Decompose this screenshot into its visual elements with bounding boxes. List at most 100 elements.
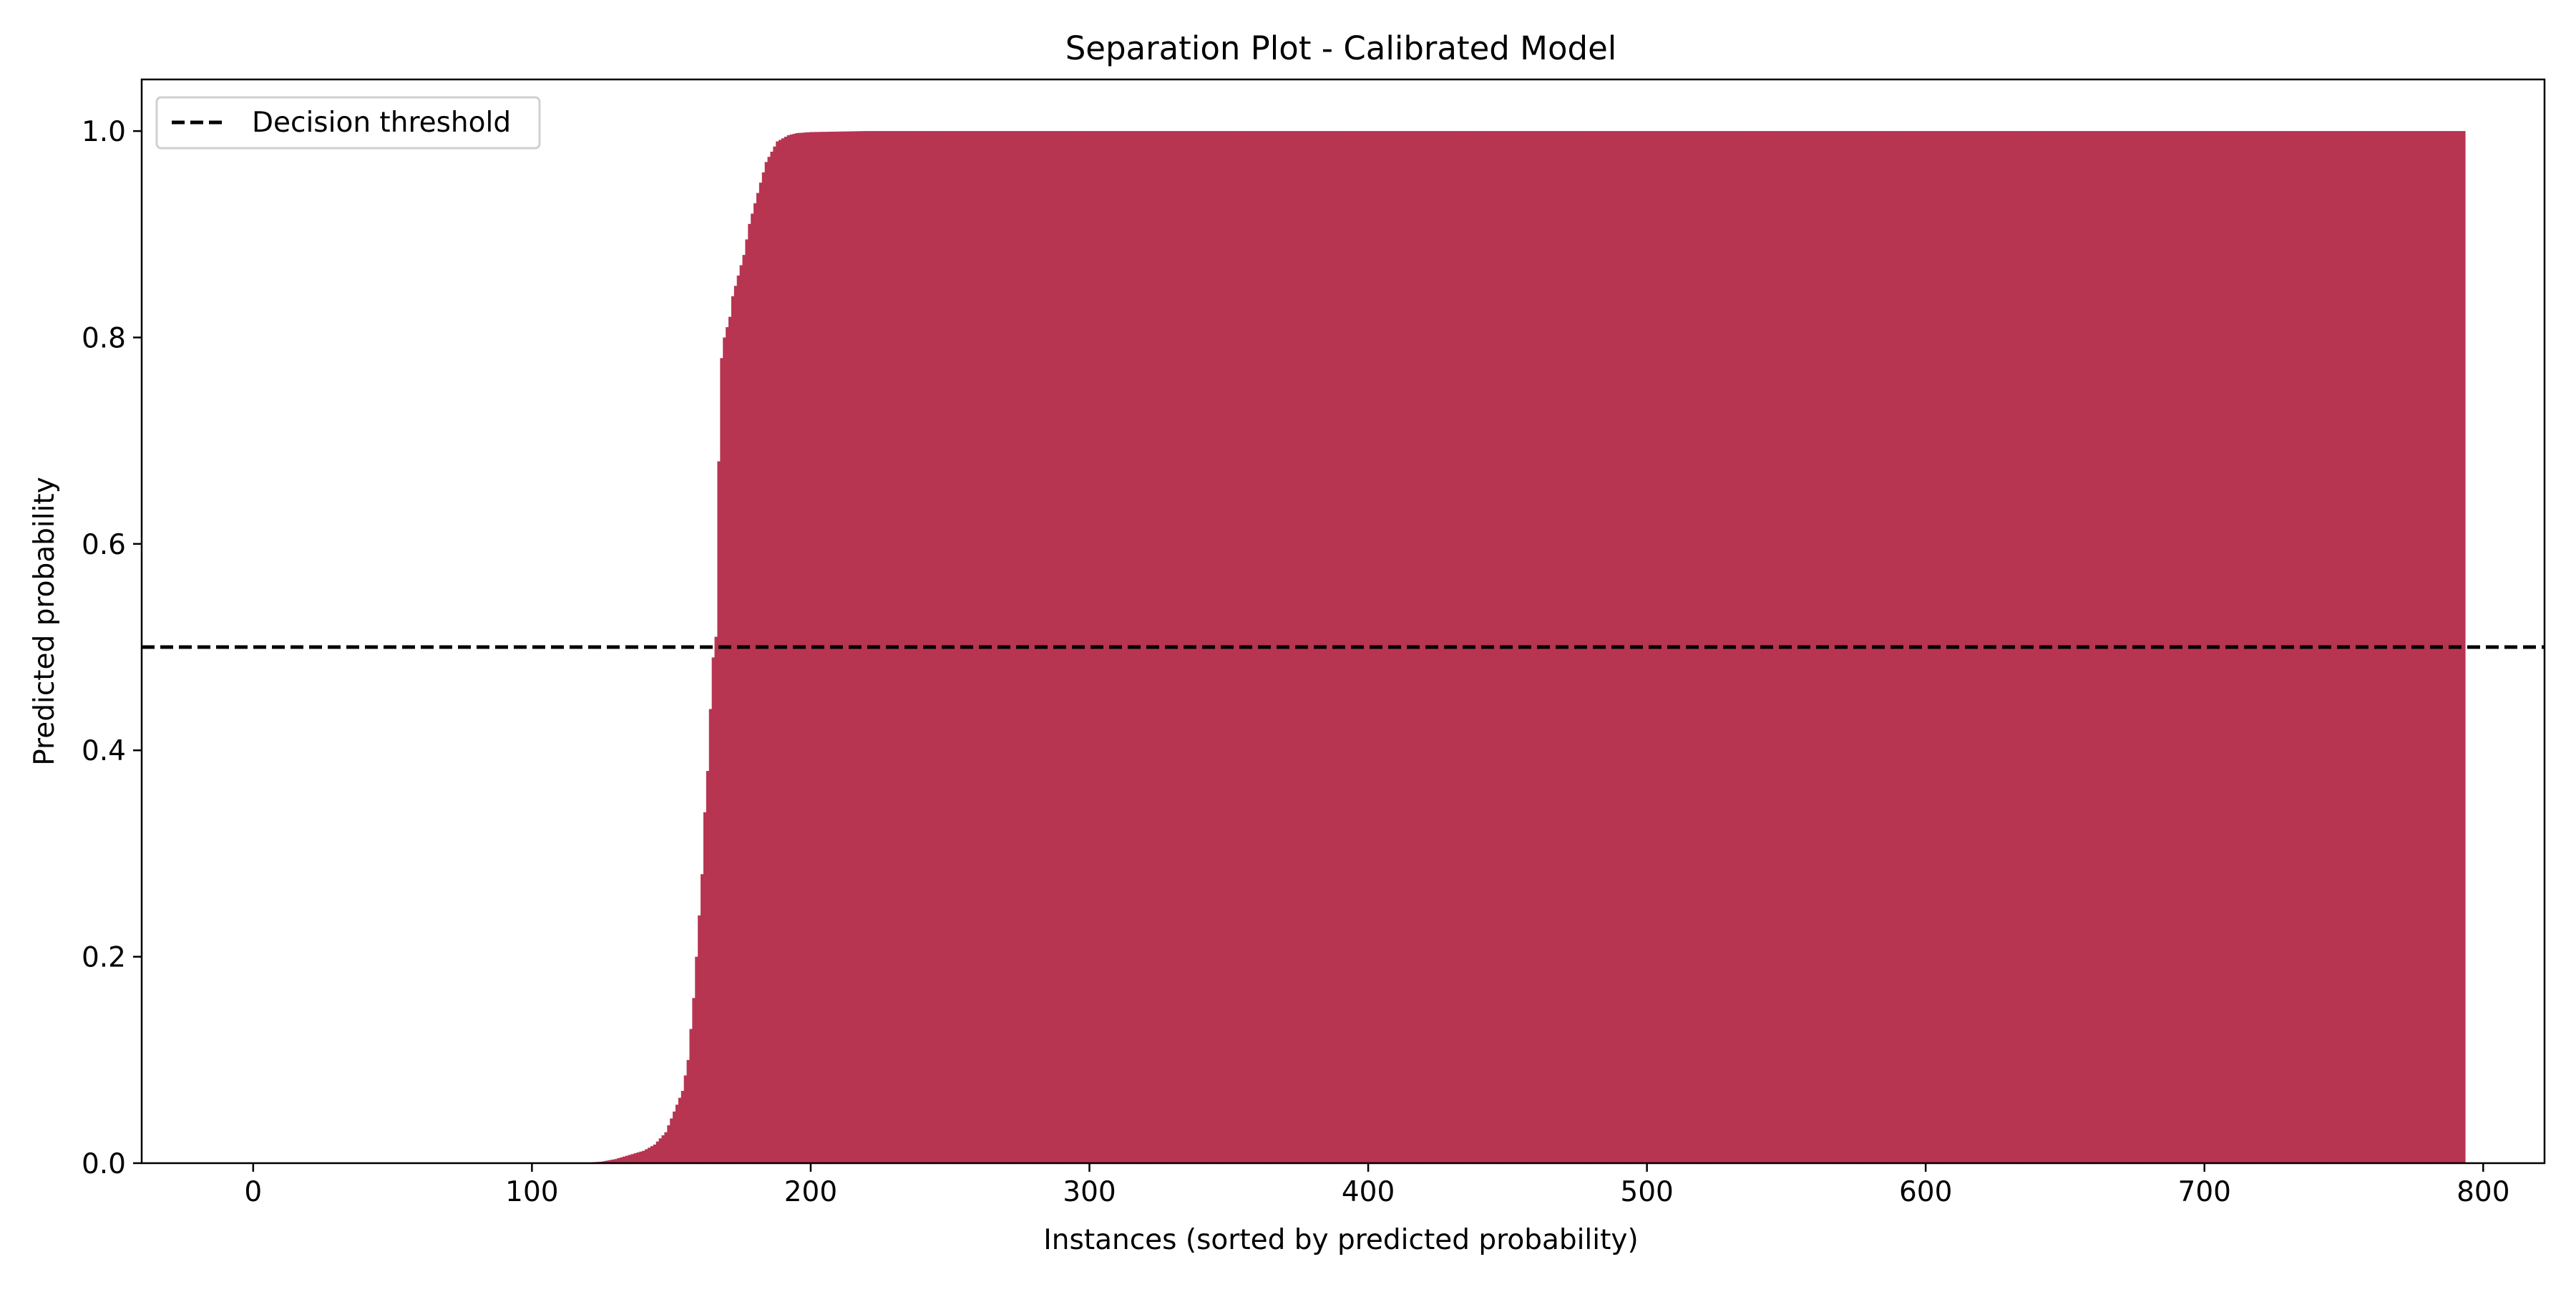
- probability-bar: [756, 193, 760, 1163]
- probability-bar: [1367, 131, 1370, 1163]
- probability-bar: [1570, 131, 1574, 1163]
- probability-bar: [1865, 131, 1869, 1163]
- probability-bar: [1161, 131, 1164, 1163]
- probability-bar: [642, 1151, 645, 1163]
- probability-bar: [698, 915, 701, 1163]
- probability-bar: [2128, 131, 2132, 1163]
- probability-bar: [1364, 131, 1367, 1163]
- x-tick-label: 400: [1342, 1176, 1395, 1208]
- probability-bar: [2072, 131, 2076, 1163]
- probability-bar: [703, 812, 707, 1163]
- probability-bar: [684, 1075, 688, 1163]
- probability-bar: [1180, 131, 1184, 1163]
- probability-bar: [826, 132, 829, 1163]
- probability-bar: [645, 1150, 648, 1163]
- probability-bar: [2164, 131, 2167, 1163]
- y-tick-label: 0.0: [82, 1148, 126, 1180]
- probability-bar: [806, 132, 810, 1163]
- probability-bar: [2203, 131, 2207, 1163]
- probability-bar: [726, 327, 729, 1163]
- probability-bar: [2462, 131, 2466, 1163]
- probability-bar: [701, 874, 704, 1163]
- probability-bar: [675, 1104, 679, 1163]
- probability-bar: [1702, 131, 1705, 1163]
- probability-bar: [1606, 131, 1610, 1163]
- probability-bar: [706, 771, 710, 1163]
- probability-bar: [731, 296, 734, 1163]
- probability-bar: [899, 131, 902, 1163]
- probability-bar: [2278, 131, 2282, 1163]
- probability-bar: [2220, 131, 2223, 1163]
- probability-bar: [1699, 131, 1702, 1163]
- probability-bar: [1755, 131, 1758, 1163]
- probability-bar: [636, 1152, 640, 1163]
- probability-bar: [748, 224, 751, 1163]
- probability-bar: [681, 1091, 685, 1163]
- probability-bar: [770, 152, 774, 1163]
- probability-bar: [957, 131, 960, 1163]
- probability-bar: [2406, 131, 2410, 1163]
- probability-bar: [1439, 131, 1443, 1163]
- probability-bar: [734, 286, 738, 1163]
- probability-bar: [723, 337, 726, 1163]
- probability-bar: [1737, 131, 1741, 1163]
- x-tick-label: 100: [505, 1176, 558, 1208]
- probability-bar: [689, 1029, 693, 1163]
- probability-bar: [762, 173, 766, 1163]
- x-tick-label: 800: [2457, 1176, 2509, 1208]
- probability-bar: [1236, 131, 1239, 1163]
- probability-bar: [656, 1142, 660, 1163]
- probability-bar: [2331, 131, 2335, 1163]
- probability-bar: [1590, 131, 1594, 1163]
- probability-bar: [1423, 131, 1426, 1163]
- probability-bar: [673, 1112, 676, 1163]
- y-tick-label: 0.8: [82, 322, 126, 354]
- probability-bar: [1495, 131, 1498, 1163]
- probability-bar: [709, 709, 713, 1163]
- probability-bar: [768, 157, 771, 1163]
- probability-bar: [1515, 131, 1518, 1163]
- probability-bar: [1793, 131, 1797, 1163]
- probability-bar: [1849, 131, 1853, 1163]
- probability-bar: [751, 213, 754, 1163]
- probability-bar: [631, 1154, 635, 1163]
- probability-bar: [1010, 131, 1013, 1163]
- probability-bar: [670, 1119, 673, 1163]
- probability-bar: [1997, 131, 2001, 1163]
- probability-bar: [2108, 131, 2112, 1163]
- x-tick-label: 0: [244, 1176, 262, 1208]
- probability-bar: [1941, 131, 1945, 1163]
- probability-bar: [650, 1146, 654, 1163]
- probability-bar: [1105, 131, 1108, 1163]
- probability-bar: [1774, 131, 1777, 1163]
- probability-bar: [1347, 131, 1351, 1163]
- probability-bar: [759, 183, 763, 1163]
- probability-bar: [653, 1145, 657, 1163]
- probability-bar: [740, 266, 743, 1163]
- probability-bar: [882, 131, 885, 1163]
- y-tick-label: 0.2: [82, 942, 126, 974]
- probability-bar: [692, 998, 696, 1163]
- probability-bar: [1924, 131, 1928, 1163]
- probability-bar: [1383, 131, 1387, 1163]
- probability-bar: [695, 957, 698, 1163]
- probability-bar: [1534, 131, 1538, 1163]
- probability-bar: [781, 138, 785, 1163]
- probability-bar: [1551, 131, 1554, 1163]
- probability-bar: [784, 137, 788, 1163]
- probability-bar: [2334, 131, 2338, 1163]
- probability-bar: [662, 1135, 665, 1163]
- probability-bar: [2184, 131, 2187, 1163]
- x-tick-label: 500: [1620, 1176, 1673, 1208]
- probability-bar: [1065, 131, 1069, 1163]
- probability-bar: [765, 162, 769, 1163]
- probability-bar: [955, 131, 958, 1163]
- probability-bar: [1885, 131, 1889, 1163]
- probability-bar: [1292, 131, 1295, 1163]
- probability-bar: [2147, 131, 2151, 1163]
- probability-bar: [787, 135, 791, 1163]
- probability-bar: [678, 1098, 682, 1163]
- probability-bar: [918, 131, 922, 1163]
- chart-title: Separation Plot - Calibrated Model: [1065, 29, 1617, 67]
- probability-bar: [2371, 131, 2374, 1163]
